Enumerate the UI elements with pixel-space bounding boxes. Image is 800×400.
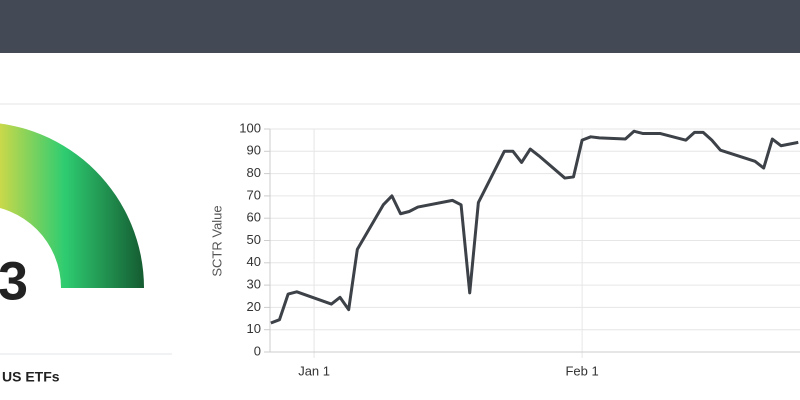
y-tick-label: 100 (239, 120, 261, 135)
gauge-value: 3 (0, 251, 28, 311)
gauge-arc (0, 123, 144, 288)
y-tick-label: 0 (254, 343, 261, 358)
y-tick-label: 10 (247, 321, 261, 336)
y-tick-label: 50 (247, 232, 261, 247)
data-line (270, 129, 799, 325)
header-bar (0, 0, 800, 53)
y-axis-title: SCTR Value (209, 205, 224, 276)
y-tick-label: 70 (247, 187, 261, 202)
y-tick-label: 60 (247, 210, 261, 225)
y-tick-label: 20 (247, 299, 261, 314)
gauge-caption: US ETFs (2, 369, 60, 385)
x-tick-label: Jan 1 (298, 363, 330, 378)
y-tick-label: 30 (247, 277, 261, 292)
y-tick-label: 40 (247, 254, 261, 269)
y-tick-label: 80 (247, 165, 261, 180)
y-tick-label: 90 (247, 143, 261, 158)
x-tick-label: Feb 1 (565, 363, 598, 378)
plot: 0 10 20 30 40 50 60 70 80 90 100 Jan 1 Feb 1 (239, 120, 800, 378)
